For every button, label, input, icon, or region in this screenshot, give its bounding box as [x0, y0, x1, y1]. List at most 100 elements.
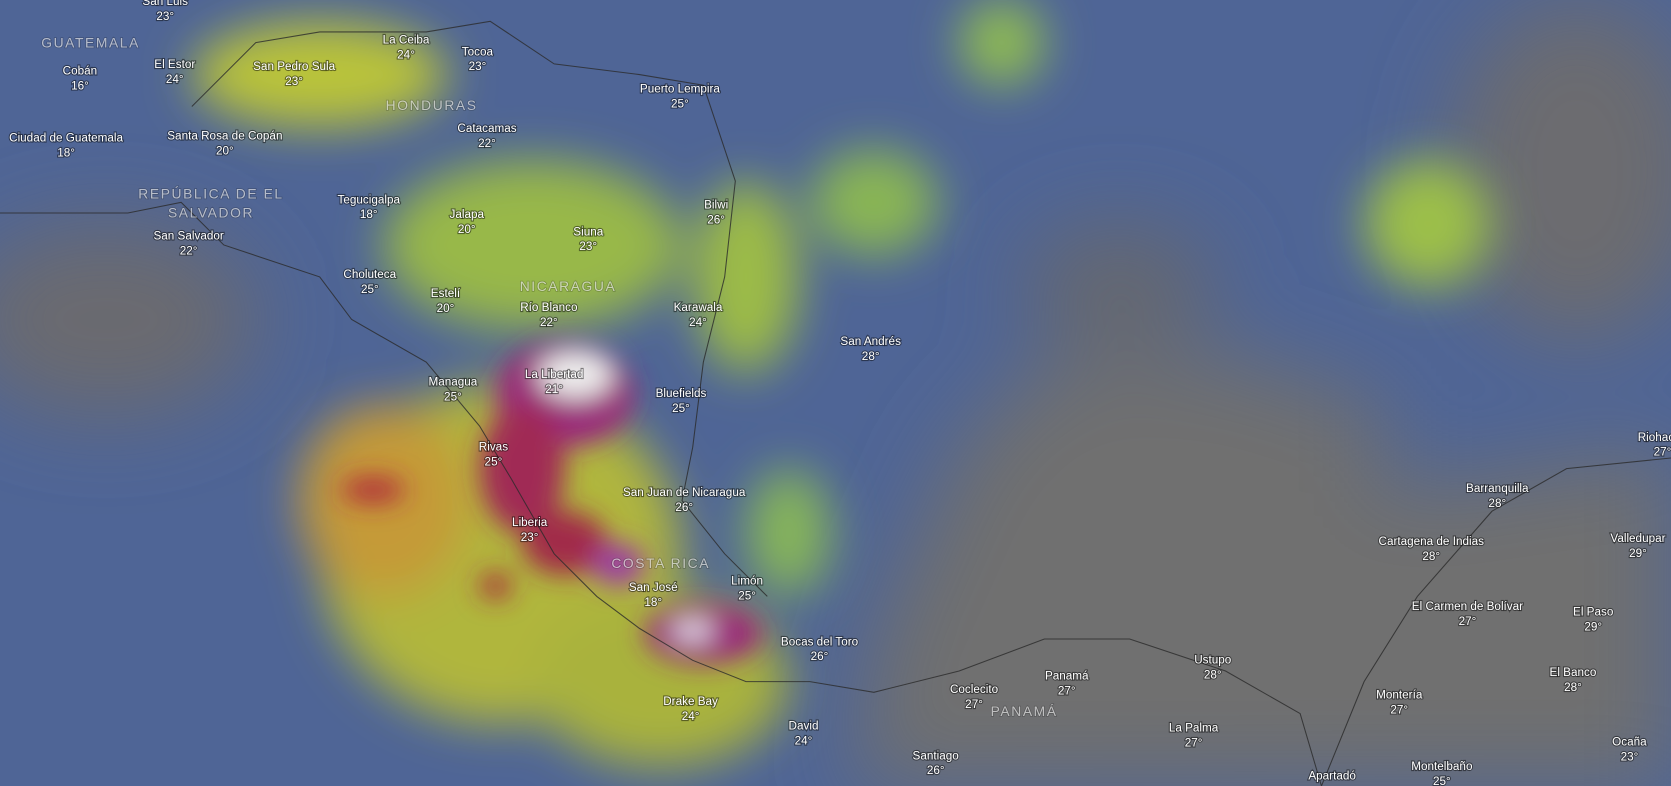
city-name: Santa Rosa de Copán — [167, 129, 282, 142]
city-temperature: 24° — [397, 48, 415, 61]
city-name: La Palma — [1169, 722, 1219, 735]
heavy-rain — [341, 340, 762, 664]
city-temperature: 28° — [1422, 550, 1440, 563]
city-temperature: 26° — [675, 501, 693, 514]
city-name: Montelbaño — [1411, 760, 1473, 773]
city-name: Santiago — [913, 749, 960, 762]
country-label: HONDURAS — [386, 97, 478, 113]
country-label: NICARAGUA — [520, 278, 617, 294]
city-temperature: 23° — [579, 240, 597, 253]
city-name: El Banco — [1550, 666, 1597, 679]
country-label: COSTA RICA — [611, 555, 710, 571]
city-temperature: 25° — [738, 590, 756, 603]
city-temperature: 27° — [1654, 446, 1671, 459]
city-name: Managua — [429, 375, 478, 388]
city-temperature: 25° — [444, 390, 462, 403]
city-temperature: 27° — [1390, 703, 1408, 716]
city-temperature: 18° — [57, 146, 75, 159]
city-name: Jalapa — [450, 208, 485, 221]
city-name: San Juan de Nicaragua — [623, 486, 746, 499]
city-name: Limón — [731, 575, 763, 588]
city-name: Puerto Lempira — [640, 83, 721, 96]
city-temperature: 18° — [644, 596, 662, 609]
city-name: Bilwi — [704, 199, 728, 212]
city-temperature: 22° — [478, 137, 496, 150]
city-temperature: 25° — [1433, 775, 1451, 786]
city-temperature: 27° — [1058, 684, 1076, 697]
city-name: Karawala — [674, 301, 723, 314]
country-label: SALVADOR — [168, 205, 254, 221]
city-name: San Luis — [142, 0, 188, 8]
city-temperature: 23° — [1621, 750, 1639, 763]
city-name: Choluteca — [343, 268, 396, 281]
city-temperature: 24° — [689, 316, 707, 329]
city-name: Coclecito — [950, 683, 999, 696]
city-name: La Ceiba — [383, 34, 430, 47]
borders — [0, 20, 1671, 786]
city-name: Ustupo — [1194, 653, 1232, 666]
city-temperature: 27° — [1185, 736, 1203, 749]
country-label: PANAMÁ — [991, 703, 1058, 719]
country-label: GUATEMALA — [41, 34, 140, 50]
city-temperature: 20° — [458, 223, 476, 236]
labels: GUATEMALA HONDURAS REPÚBLICA DE EL SALVADOR… — [8, 0, 1671, 786]
city-temperature: 20° — [216, 144, 234, 157]
city-temperature: 28° — [862, 350, 880, 363]
city-temperature: 24° — [166, 73, 184, 86]
city-temperature: 23° — [469, 60, 487, 73]
city-temperature: 20° — [437, 302, 455, 315]
city-name: Riohacha — [1638, 431, 1671, 444]
city-temperature: 26° — [811, 650, 829, 663]
city-name: Estelí — [431, 287, 461, 300]
rain-overlay — [191, 0, 1492, 767]
city-name: Cartagena de Indias — [1379, 535, 1485, 548]
city-name: Montería — [1376, 689, 1423, 702]
city-temperature: 26° — [707, 214, 725, 227]
city-temperature: 27° — [965, 698, 983, 711]
city-name: Rivas — [479, 440, 508, 453]
city-name: Drake Bay — [663, 695, 718, 708]
city-temperature: 23° — [156, 10, 174, 23]
city-name: David — [789, 719, 819, 732]
city-name: El Paso — [1573, 605, 1614, 618]
city-temperature: 23° — [285, 75, 303, 88]
city-name: El Estor — [154, 58, 195, 71]
city-name: Ciudad de Guatemala — [9, 132, 123, 145]
city-temperature: 25° — [671, 97, 689, 110]
city-temperature: 26° — [927, 764, 945, 777]
city-name: San Pedro Sula — [253, 60, 335, 73]
city-name: La Libertad — [525, 368, 584, 381]
city-temperature: 16° — [71, 79, 89, 92]
city-name: Bluefields — [656, 387, 707, 400]
city-temperature: 23° — [521, 531, 539, 544]
city-temperature: 24° — [795, 734, 813, 747]
city-name: San José — [629, 581, 678, 594]
city-temperature: 21° — [545, 383, 563, 396]
city-name: El Carmen de Bolívar — [1412, 600, 1523, 613]
city-name: Apartadó — [1308, 770, 1356, 783]
city-name: Bocas del Toro — [781, 635, 859, 648]
city-name: Tegucigalpa — [337, 193, 400, 206]
city-temperature: 28° — [1204, 668, 1222, 681]
city-temperature: 18° — [360, 208, 378, 221]
city-temperature: 28° — [1564, 681, 1582, 694]
city-name: Panamá — [1045, 669, 1089, 682]
city-name: Valledupar — [1610, 532, 1665, 545]
city-name: Cobán — [63, 64, 98, 77]
city-temperature: 29° — [1629, 547, 1647, 560]
city-temperature: 27° — [1459, 615, 1477, 628]
city-name: Barranquilla — [1466, 482, 1529, 495]
city-temperature: 24° — [682, 710, 700, 723]
city-name: Liberia — [512, 516, 548, 529]
city-name: Tocoa — [462, 45, 494, 58]
city-temperature: 22° — [540, 316, 558, 329]
city-temperature: 29° — [1584, 620, 1602, 633]
country-label: REPÚBLICA DE EL — [138, 186, 283, 202]
city-name: Catacamas — [457, 122, 516, 135]
city-name: Siuna — [573, 225, 603, 238]
city-temperature: 25° — [672, 402, 690, 415]
city-temperature: 28° — [1488, 497, 1506, 510]
